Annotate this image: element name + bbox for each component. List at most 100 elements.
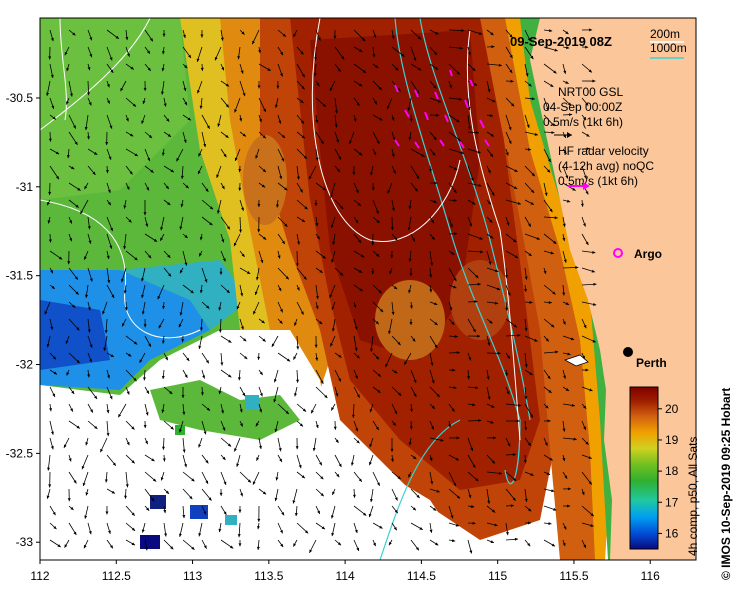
- velocity-arrowhead: [505, 372, 508, 376]
- velocity-arrowhead: [553, 70, 557, 74]
- velocity-arrowhead: [456, 436, 460, 440]
- velocity-arrowhead: [530, 414, 533, 418]
- velocity-arrowhead: [48, 239, 52, 243]
- velocity-arrowhead: [413, 393, 417, 397]
- velocity-arrowhead: [461, 28, 465, 32]
- velocity-arrowhead: [551, 131, 555, 135]
- map-title: 09-Sep-2019 08Z: [510, 34, 612, 49]
- velocity-arrowhead: [236, 306, 240, 310]
- velocity-arrowhead: [568, 113, 573, 117]
- velocity-arrowhead: [351, 414, 355, 418]
- velocity-arrowhead: [160, 477, 164, 481]
- velocity-arrowhead: [58, 256, 63, 260]
- velocity-arrowhead: [528, 252, 532, 256]
- velocity-arrowhead: [53, 371, 57, 375]
- velocity-arrowhead: [433, 51, 438, 56]
- velocity-arrowhead: [50, 431, 54, 435]
- velocity-arrowhead: [549, 208, 553, 213]
- velocity-arrowhead: [204, 279, 208, 283]
- velocity-arrowhead: [314, 203, 318, 207]
- velocity-arrowhead: [294, 512, 298, 517]
- velocity-arrowhead: [391, 117, 395, 121]
- velocity-arrowhead: [338, 463, 342, 468]
- velocity-arrowhead: [428, 168, 432, 172]
- velocity-arrowhead: [281, 158, 285, 162]
- velocity-arrowhead: [409, 322, 413, 326]
- velocity-arrowhead: [583, 544, 586, 549]
- velocity-arrowhead: [547, 375, 551, 380]
- velocity-arrowhead: [553, 507, 557, 511]
- velocity-arrowhead: [507, 292, 511, 296]
- velocity-arrowhead: [76, 327, 80, 331]
- velocity-arrowhead: [335, 439, 339, 443]
- velocity-arrowhead: [388, 330, 392, 335]
- velocity-arrowhead: [459, 46, 463, 50]
- velocity-arrowhead: [475, 274, 479, 279]
- velocity-arrowhead: [258, 49, 262, 54]
- velocity-arrowhead: [393, 286, 398, 290]
- velocity-arrowhead: [486, 376, 490, 380]
- velocity-arrowhead: [592, 79, 596, 83]
- argo-label: Argo: [634, 247, 662, 261]
- velocity-arrowhead: [158, 324, 162, 329]
- velocity-arrowhead: [208, 497, 212, 501]
- velocity-arrowhead: [279, 175, 283, 180]
- velocity-arrowhead: [475, 478, 479, 482]
- velocity-arrowhead: [449, 224, 453, 228]
- argo-marker: Argo: [613, 247, 662, 261]
- velocity-arrowhead: [329, 294, 333, 298]
- velocity-arrowhead: [431, 426, 434, 430]
- velocity-arrowhead: [398, 392, 402, 396]
- velocity-arrowhead: [408, 442, 412, 446]
- velocity-arrowhead: [508, 126, 512, 131]
- velocity-arrowhead: [142, 377, 146, 381]
- velocity-arrowhead: [430, 362, 434, 366]
- velocity-arrowhead: [259, 409, 263, 413]
- velocity-arrowhead: [407, 226, 411, 231]
- velocity-arrowhead: [530, 201, 534, 205]
- velocity-arrowhead: [433, 85, 437, 89]
- velocity-arrowhead: [523, 460, 527, 464]
- velocity-arrowhead: [391, 35, 395, 40]
- velocity-arrowhead: [218, 528, 222, 533]
- velocity-arrowhead: [309, 175, 312, 180]
- velocity-arrowhead: [244, 355, 248, 360]
- velocity-arrowhead: [122, 323, 125, 327]
- velocity-arrowhead: [333, 35, 337, 39]
- velocity-arrowhead: [375, 321, 379, 325]
- velocity-arrowhead: [391, 153, 395, 158]
- velocity-arrowhead: [93, 151, 98, 155]
- velocity-arrowhead: [301, 135, 305, 139]
- velocity-arrowhead: [315, 223, 319, 227]
- velocity-arrowhead: [495, 269, 499, 273]
- velocity-arrowhead: [256, 457, 260, 461]
- velocity-arrowhead: [218, 329, 222, 333]
- velocity-arrowhead: [414, 188, 418, 192]
- velocity-arrowhead: [371, 242, 375, 246]
- velocity-arrowhead: [475, 131, 479, 135]
- velocity-arrowhead: [565, 81, 569, 84]
- argo-icon: [613, 248, 623, 258]
- velocity-arrowhead: [205, 460, 209, 464]
- velocity-arrowhead: [76, 359, 80, 364]
- velocity-arrowhead: [239, 118, 243, 122]
- velocity-arrowhead: [394, 410, 398, 415]
- velocity-arrowhead: [69, 93, 73, 97]
- velocity-arrowhead: [585, 102, 589, 106]
- velocity-arrowhead: [282, 33, 286, 37]
- velocity-arrowhead: [531, 97, 535, 101]
- velocity-arrowhead: [491, 509, 496, 513]
- velocity-arrowhead: [416, 90, 420, 94]
- velocity-arrowhead: [487, 396, 491, 400]
- velocity-arrowhead: [553, 240, 557, 244]
- velocity-arrowhead: [184, 262, 188, 266]
- velocity-arrowhead: [163, 509, 167, 514]
- velocity-arrowhead: [278, 287, 282, 292]
- velocity-arrowhead: [274, 428, 278, 433]
- velocity-arrowhead: [453, 386, 457, 390]
- velocity-arrowhead: [354, 347, 358, 352]
- velocity-arrowhead: [331, 407, 335, 411]
- velocity-arrowhead: [145, 223, 149, 227]
- velocity-arrowhead: [429, 274, 433, 278]
- velocity-arrowhead: [145, 440, 148, 445]
